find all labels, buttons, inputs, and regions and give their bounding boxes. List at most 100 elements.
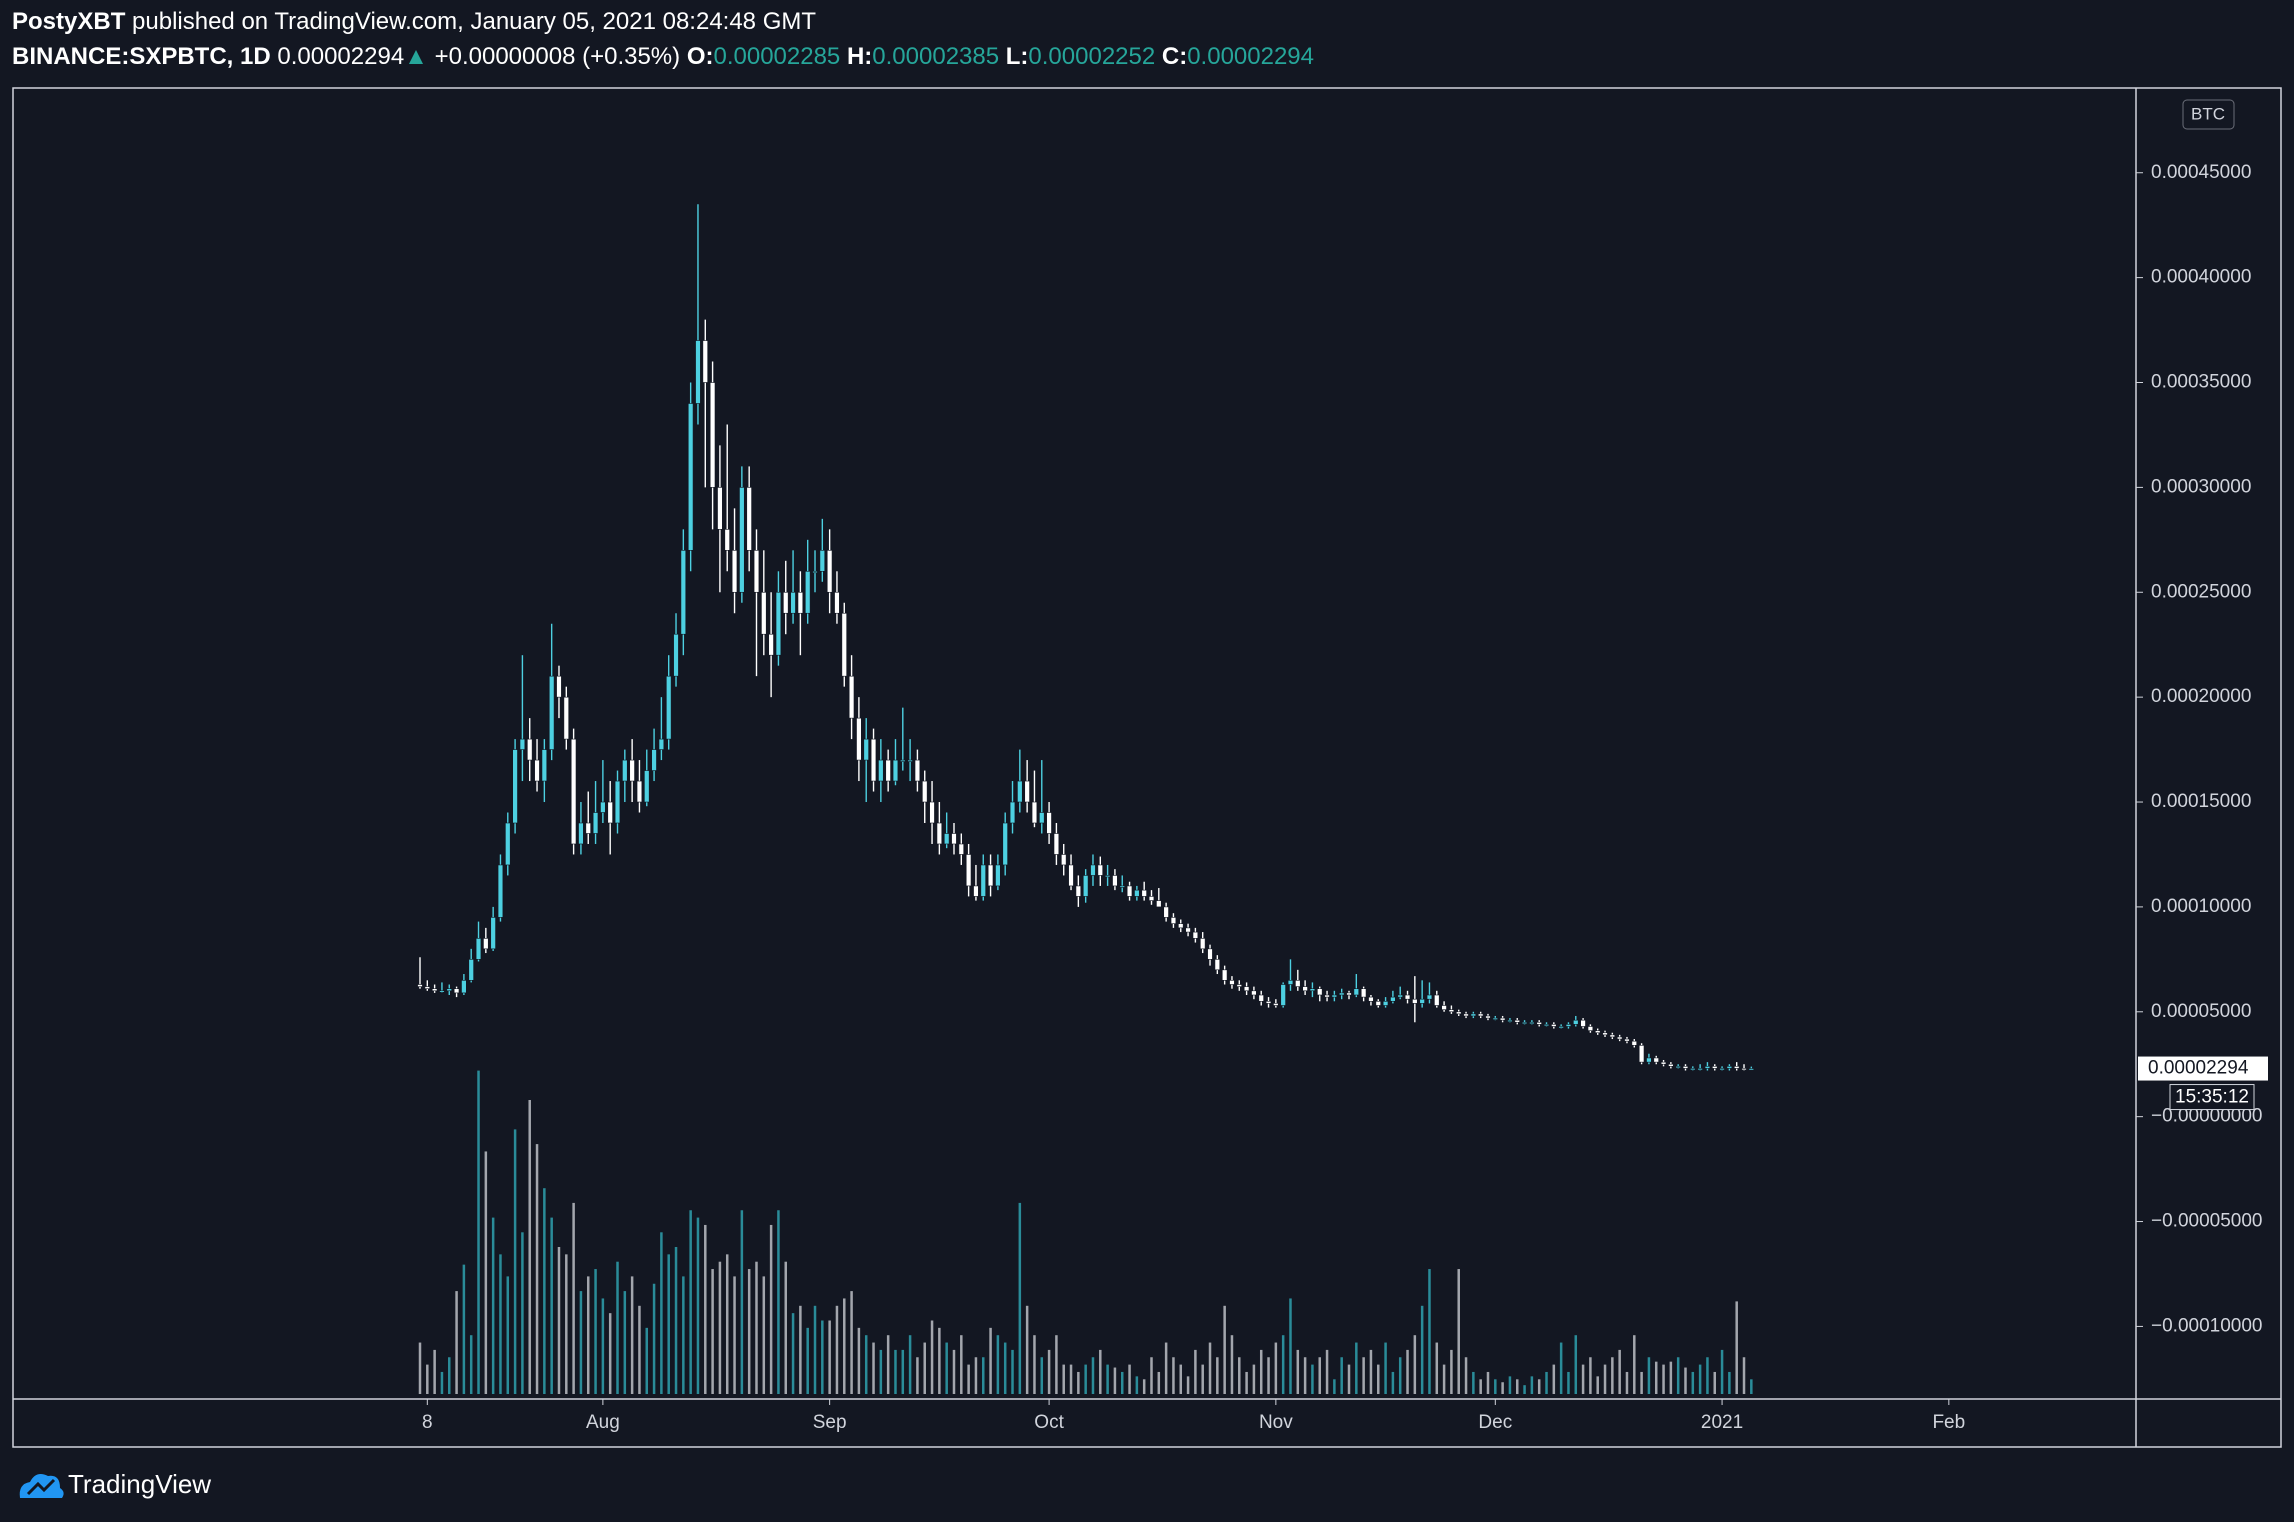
volume-bar — [1047, 1349, 1051, 1394]
candle-body — [973, 885, 979, 897]
volume-bar — [1633, 1335, 1636, 1394]
countdown-box — [2169, 1084, 2255, 1111]
candle-body — [1214, 959, 1221, 971]
candle-body — [1719, 1068, 1725, 1071]
candle-body — [1104, 875, 1111, 878]
volume-bar — [1077, 1371, 1080, 1394]
candle-body — [1412, 998, 1418, 1004]
x-tick-label: Dec — [1478, 1412, 1512, 1433]
candle-body — [1397, 994, 1403, 998]
candle-body — [1595, 1030, 1601, 1034]
candle-body — [622, 759, 628, 782]
candle-body — [1426, 994, 1433, 1000]
volume-bar — [1669, 1361, 1673, 1394]
volume-bar — [1245, 1371, 1248, 1394]
candle-body — [1178, 923, 1184, 929]
candle-body — [768, 633, 774, 656]
volume-bar — [1596, 1376, 1599, 1394]
volume-bar — [1120, 1371, 1124, 1394]
candle-body — [812, 570, 818, 574]
candle-body — [1499, 1017, 1506, 1021]
candle-body — [1653, 1057, 1659, 1063]
arrow: ▲ — [404, 43, 428, 70]
candle-body — [1507, 1019, 1513, 1022]
candle-body — [951, 833, 957, 845]
volume-bar — [989, 1327, 992, 1394]
candle-body — [1280, 984, 1286, 1006]
volume-bar — [645, 1327, 649, 1394]
volume-bar — [791, 1313, 795, 1394]
volume-bar — [996, 1335, 1000, 1394]
volume-bar — [850, 1291, 853, 1394]
candle-body — [446, 988, 452, 992]
candle-body — [1573, 1019, 1579, 1025]
candle-body — [995, 864, 1001, 887]
candle-body — [1697, 1068, 1703, 1071]
symbol: BINANCE:SXPBTC, 1D — [12, 43, 271, 70]
volume-bar — [1384, 1342, 1387, 1394]
volume-bar — [1494, 1379, 1497, 1394]
volume-bar — [1055, 1335, 1058, 1394]
volume-bar — [660, 1232, 663, 1394]
volume-bar — [1391, 1371, 1395, 1394]
candle-body — [709, 382, 716, 488]
volume-bar — [462, 1264, 466, 1394]
volume-bar — [872, 1342, 875, 1394]
volume-bar — [843, 1298, 846, 1394]
candle-body — [987, 864, 994, 887]
candle-body — [1346, 992, 1352, 996]
candle-body — [826, 550, 833, 593]
volume-bar — [1567, 1371, 1570, 1394]
candle-body — [483, 938, 489, 950]
y-tick-label: 0.00030000 — [2151, 476, 2251, 497]
volume-bar — [1216, 1357, 1219, 1394]
volume-bar — [1164, 1342, 1168, 1394]
volume-bar — [1545, 1371, 1548, 1394]
volume-bar — [864, 1335, 868, 1394]
volume-bar — [1552, 1364, 1556, 1394]
x-tick-label: Nov — [1259, 1412, 1293, 1433]
volume-bar — [813, 1305, 817, 1394]
volume-bar — [513, 1129, 517, 1394]
candle-body — [797, 591, 804, 614]
volume-bar — [784, 1261, 787, 1394]
candle-body — [804, 570, 811, 614]
candle-body — [1690, 1068, 1696, 1071]
volume-bar — [535, 1144, 539, 1394]
volume-bar — [1450, 1349, 1453, 1394]
candle-body — [841, 612, 847, 677]
candle-body — [1053, 833, 1060, 855]
candle-body — [724, 529, 730, 551]
candle-body — [1514, 1019, 1520, 1023]
volume-bar — [1479, 1379, 1482, 1394]
candle-body — [965, 854, 972, 887]
candle-body — [1675, 1066, 1681, 1069]
volume-bar — [1508, 1376, 1512, 1394]
volume-bar — [455, 1291, 458, 1394]
candle-body — [1536, 1021, 1542, 1025]
candle-body — [790, 591, 796, 614]
candle-body — [1521, 1021, 1528, 1025]
candle-body — [943, 833, 950, 845]
volume-bar — [1011, 1349, 1014, 1394]
volume-bar — [1186, 1376, 1190, 1394]
candle-body — [570, 738, 577, 845]
candle-body — [1668, 1063, 1674, 1067]
volume-bar — [616, 1261, 619, 1394]
volume-bar — [1472, 1371, 1475, 1394]
candle-body — [1243, 986, 1250, 992]
volume-bar — [828, 1320, 831, 1394]
volume-bar — [1274, 1342, 1278, 1394]
candle-body — [1295, 980, 1301, 987]
volume-bar — [1303, 1357, 1307, 1394]
symbol-line: BINANCE:SXPBTC, 1D 0.00002294▲ +0.000000… — [12, 43, 1314, 71]
candle-body — [892, 759, 899, 782]
volume-bar — [1640, 1371, 1643, 1394]
candle-body — [1382, 1000, 1389, 1006]
volume-bar — [1464, 1357, 1468, 1394]
candle-body — [687, 403, 694, 551]
candle-body — [1631, 1040, 1637, 1046]
volume-bar — [1691, 1371, 1695, 1394]
volume-bar — [1325, 1349, 1329, 1394]
